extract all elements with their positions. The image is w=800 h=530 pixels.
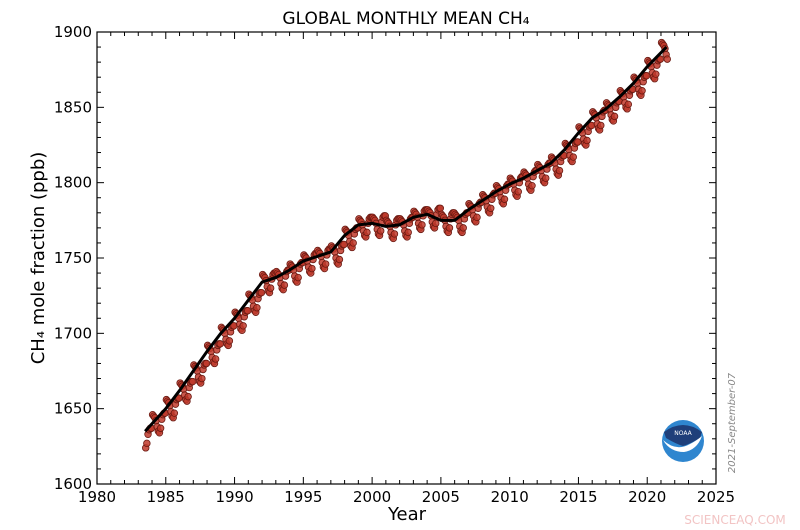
watermark: SCIENCEAQ.COM [684,513,786,527]
x-tick-label: 2000 [353,488,391,506]
monthly-data-point [253,304,261,312]
monthly-data-point [445,224,454,232]
x-tick-label: 1990 [215,488,253,506]
x-tick-label: 1995 [284,488,322,506]
monthly-data-point [257,288,266,297]
y-axis: 1600 1650 1700 1750 1800 1850 1900 [54,23,716,493]
monthly-data-point [569,153,577,161]
x-tick-label: 2015 [559,488,597,506]
chart-title: GLOBAL MONTHLY MEAN CH₄ [282,9,529,29]
monthly-data-point [624,100,633,109]
x-tick-label: 2010 [491,488,529,506]
monthly-data-point [597,121,605,130]
y-tick-label: 1700 [54,324,92,342]
monthly-data-point [202,359,211,368]
monthly-data-point [555,166,564,175]
y-tick-label: 1900 [54,23,92,41]
x-tick-label: 2025 [697,488,735,506]
y-tick-label: 1800 [54,174,92,192]
monthly-data-point [642,71,651,80]
date-annotation: 2021-September-07 [727,372,738,473]
y-axis-label: CH₄ mole fraction (ppb) [28,152,49,365]
monthly-data-point [528,181,536,190]
monthly-data-point [216,340,224,348]
noaa-logo-bird [663,436,702,452]
monthly-data-point [198,374,206,383]
monthly-data-point [652,70,660,78]
noaa-logo-text: NOAA [674,430,692,437]
monthly-data-point [542,174,550,182]
monthly-data-point [266,284,275,292]
monthly-data-point [610,112,619,121]
y-tick-label: 1750 [54,249,92,267]
monthly-data-point [418,221,426,229]
monthly-data-point [459,224,467,232]
monthly-data-point [574,138,582,146]
monthly-data-point [156,424,165,432]
monthly-data-point [211,355,220,363]
y-tick-label: 1600 [54,475,92,493]
x-tick-label: 1980 [78,488,116,506]
monthly-data-point [239,322,247,330]
x-tick-label: 1985 [147,488,185,506]
monthly-data-point [225,337,234,345]
monthly-data-point [432,219,440,228]
monthly-data-point [244,307,252,315]
monthly-data-point [170,409,179,417]
x-axis: 1980 1985 1990 1995 2000 2005 2010 2015 2020 2025 [78,32,735,506]
monthly-data-point [363,228,371,237]
monthly-data-point [340,240,348,249]
monthly-data-point [308,264,316,273]
monthly-data-point [436,204,445,212]
monthly-data-point [514,188,522,196]
x-tick-label: 2005 [422,488,460,506]
monthly-data-point [583,136,591,145]
monthly-data-point [335,255,344,264]
monthly-data-point [487,204,495,212]
monthly-data-point [184,392,192,401]
monthly-data-point [473,213,481,222]
trend-line [144,46,668,433]
monthly-data-point [377,227,385,235]
x-axis-label: Year [387,504,427,525]
monthly-data-point [321,260,330,268]
noaa-logo: NOAA [662,420,704,462]
y-tick-label: 1650 [54,400,92,418]
monthly-data-point [390,230,399,238]
noaa-logo-top [664,425,702,446]
monthly-data-point [404,228,412,237]
monthly-data-point [294,273,302,282]
monthly-data-point [143,439,151,448]
monthly-data-point [280,281,289,289]
monthly-data-point [189,377,197,386]
plot-area [96,31,717,485]
y-tick-label: 1850 [54,98,92,116]
x-tick-label: 2020 [628,488,666,506]
monthly-data-point [638,87,646,95]
monthly-data-point [349,239,357,247]
monthly-data-point [500,195,509,203]
monthly-data-point [663,55,671,63]
